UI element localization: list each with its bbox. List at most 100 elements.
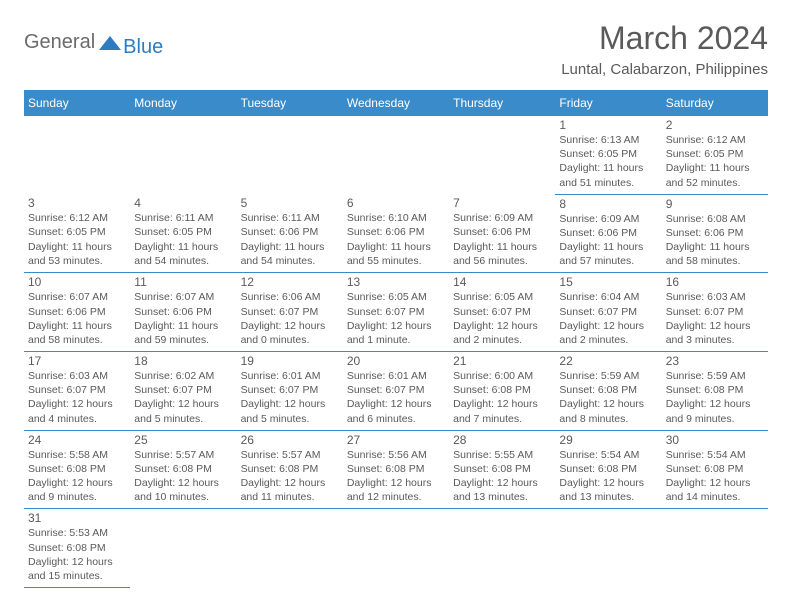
sunrise-text: Sunrise: 5:53 AM [28, 526, 126, 540]
sunset-text: Sunset: 6:07 PM [453, 305, 551, 319]
dayname-header: Saturday [662, 90, 768, 116]
calendar-week-row: 10Sunrise: 6:07 AMSunset: 6:06 PMDayligh… [24, 273, 768, 352]
dayname-header: Thursday [449, 90, 555, 116]
day-number: 27 [347, 433, 445, 447]
daylight-text: Daylight: 11 hours and 52 minutes. [666, 161, 764, 189]
sunset-text: Sunset: 6:08 PM [28, 462, 126, 476]
day-number: 15 [559, 275, 657, 289]
calendar-day-cell: 23Sunrise: 5:59 AMSunset: 6:08 PMDayligh… [662, 352, 768, 431]
sunrise-text: Sunrise: 6:07 AM [134, 290, 232, 304]
brand-logo: General Blue [24, 26, 163, 59]
calendar-day-cell: 27Sunrise: 5:56 AMSunset: 6:08 PMDayligh… [343, 430, 449, 509]
page-title: March 2024 [561, 20, 768, 57]
sunrise-text: Sunrise: 6:01 AM [347, 369, 445, 383]
sunrise-text: Sunrise: 6:12 AM [28, 211, 126, 225]
daylight-text: Daylight: 12 hours and 0 minutes. [241, 319, 339, 347]
sunset-text: Sunset: 6:08 PM [666, 383, 764, 397]
daylight-text: Daylight: 12 hours and 9 minutes. [28, 476, 126, 504]
daylight-text: Daylight: 12 hours and 5 minutes. [241, 397, 339, 425]
sunrise-text: Sunrise: 6:08 AM [666, 212, 764, 226]
day-number: 13 [347, 275, 445, 289]
calendar-day-cell [449, 509, 555, 588]
sunrise-text: Sunrise: 6:03 AM [28, 369, 126, 383]
calendar-day-cell: 5Sunrise: 6:11 AMSunset: 6:06 PMDaylight… [237, 194, 343, 273]
dayname-header: Tuesday [237, 90, 343, 116]
calendar-day-cell: 12Sunrise: 6:06 AMSunset: 6:07 PMDayligh… [237, 273, 343, 352]
day-number: 30 [666, 433, 764, 447]
day-number: 20 [347, 354, 445, 368]
daylight-text: Daylight: 12 hours and 15 minutes. [28, 555, 126, 583]
calendar-week-row: 24Sunrise: 5:58 AMSunset: 6:08 PMDayligh… [24, 430, 768, 509]
daylight-text: Daylight: 12 hours and 10 minutes. [134, 476, 232, 504]
day-number: 19 [241, 354, 339, 368]
calendar-day-cell: 7Sunrise: 6:09 AMSunset: 6:06 PMDaylight… [449, 194, 555, 273]
calendar-day-cell [343, 116, 449, 194]
calendar-day-cell: 11Sunrise: 6:07 AMSunset: 6:06 PMDayligh… [130, 273, 236, 352]
daylight-text: Daylight: 11 hours and 54 minutes. [134, 240, 232, 268]
calendar-day-cell: 4Sunrise: 6:11 AMSunset: 6:05 PMDaylight… [130, 194, 236, 273]
daylight-text: Daylight: 12 hours and 13 minutes. [453, 476, 551, 504]
sunset-text: Sunset: 6:05 PM [28, 225, 126, 239]
dayname-row: Sunday Monday Tuesday Wednesday Thursday… [24, 90, 768, 116]
sunset-text: Sunset: 6:08 PM [241, 462, 339, 476]
sunset-text: Sunset: 6:08 PM [559, 462, 657, 476]
calendar-day-cell: 15Sunrise: 6:04 AMSunset: 6:07 PMDayligh… [555, 273, 661, 352]
day-number: 4 [134, 196, 232, 210]
daylight-text: Daylight: 12 hours and 2 minutes. [453, 319, 551, 347]
calendar-day-cell: 16Sunrise: 6:03 AMSunset: 6:07 PMDayligh… [662, 273, 768, 352]
daylight-text: Daylight: 11 hours and 53 minutes. [28, 240, 126, 268]
sunset-text: Sunset: 6:07 PM [28, 383, 126, 397]
dayname-header: Friday [555, 90, 661, 116]
sunset-text: Sunset: 6:08 PM [453, 462, 551, 476]
sunset-text: Sunset: 6:07 PM [347, 305, 445, 319]
daylight-text: Daylight: 12 hours and 4 minutes. [28, 397, 126, 425]
calendar-day-cell: 21Sunrise: 6:00 AMSunset: 6:08 PMDayligh… [449, 352, 555, 431]
sunset-text: Sunset: 6:06 PM [241, 225, 339, 239]
sunset-text: Sunset: 6:08 PM [134, 462, 232, 476]
day-number: 8 [559, 197, 657, 211]
daylight-text: Daylight: 11 hours and 58 minutes. [28, 319, 126, 347]
calendar-day-cell: 6Sunrise: 6:10 AMSunset: 6:06 PMDaylight… [343, 194, 449, 273]
day-number: 7 [453, 196, 551, 210]
sunset-text: Sunset: 6:07 PM [347, 383, 445, 397]
sunrise-text: Sunrise: 6:03 AM [666, 290, 764, 304]
sunrise-text: Sunrise: 6:11 AM [134, 211, 232, 225]
sunset-text: Sunset: 6:05 PM [559, 147, 657, 161]
day-number: 11 [134, 275, 232, 289]
sunset-text: Sunset: 6:06 PM [347, 225, 445, 239]
calendar-day-cell [343, 509, 449, 588]
sunset-text: Sunset: 6:07 PM [134, 383, 232, 397]
daylight-text: Daylight: 11 hours and 51 minutes. [559, 161, 657, 189]
day-number: 12 [241, 275, 339, 289]
sunrise-text: Sunrise: 5:57 AM [241, 448, 339, 462]
sunrise-text: Sunrise: 6:06 AM [241, 290, 339, 304]
calendar-day-cell: 2Sunrise: 6:12 AMSunset: 6:05 PMDaylight… [662, 116, 768, 194]
calendar-day-cell: 3Sunrise: 6:12 AMSunset: 6:05 PMDaylight… [24, 194, 130, 273]
calendar-day-cell: 20Sunrise: 6:01 AMSunset: 6:07 PMDayligh… [343, 352, 449, 431]
calendar-day-cell: 10Sunrise: 6:07 AMSunset: 6:06 PMDayligh… [24, 273, 130, 352]
calendar-week-row: 1Sunrise: 6:13 AMSunset: 6:05 PMDaylight… [24, 116, 768, 194]
dayname-header: Sunday [24, 90, 130, 116]
daylight-text: Daylight: 11 hours and 56 minutes. [453, 240, 551, 268]
day-number: 17 [28, 354, 126, 368]
day-number: 18 [134, 354, 232, 368]
day-number: 6 [347, 196, 445, 210]
day-number: 22 [559, 354, 657, 368]
calendar-day-cell [24, 116, 130, 194]
sunrise-text: Sunrise: 5:59 AM [666, 369, 764, 383]
page-subtitle: Luntal, Calabarzon, Philippines [561, 61, 768, 78]
logo-text-general: General [24, 31, 95, 54]
sunset-text: Sunset: 6:07 PM [241, 305, 339, 319]
sunrise-text: Sunrise: 6:01 AM [241, 369, 339, 383]
sunset-text: Sunset: 6:06 PM [559, 226, 657, 240]
calendar-day-cell: 25Sunrise: 5:57 AMSunset: 6:08 PMDayligh… [130, 430, 236, 509]
sunrise-text: Sunrise: 6:02 AM [134, 369, 232, 383]
day-number: 1 [559, 118, 657, 132]
calendar-day-cell: 31Sunrise: 5:53 AMSunset: 6:08 PMDayligh… [24, 509, 130, 588]
calendar-day-cell: 28Sunrise: 5:55 AMSunset: 6:08 PMDayligh… [449, 430, 555, 509]
sunrise-text: Sunrise: 6:07 AM [28, 290, 126, 304]
sunset-text: Sunset: 6:08 PM [347, 462, 445, 476]
sunrise-text: Sunrise: 6:05 AM [453, 290, 551, 304]
sunrise-text: Sunrise: 5:55 AM [453, 448, 551, 462]
daylight-text: Daylight: 12 hours and 2 minutes. [559, 319, 657, 347]
